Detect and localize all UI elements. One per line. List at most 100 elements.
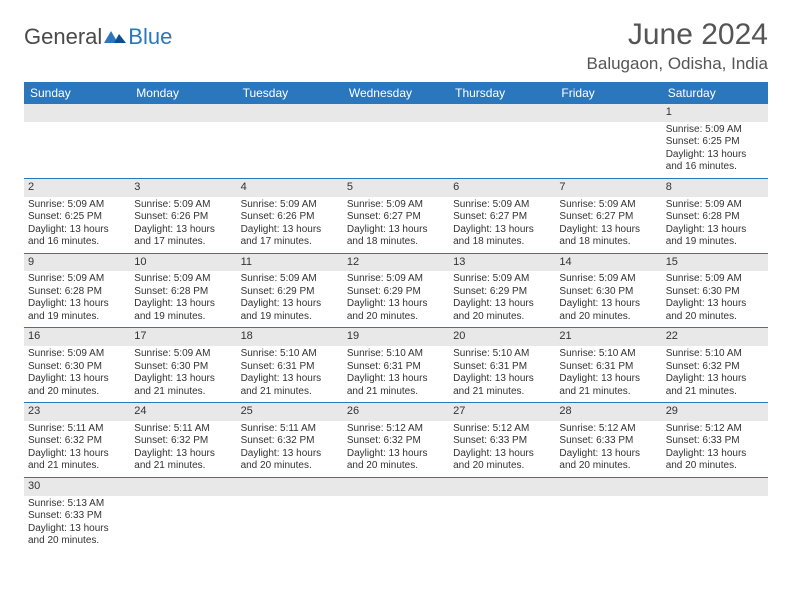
day-number-blank	[449, 478, 555, 496]
day-details: Sunrise: 5:09 AMSunset: 6:30 PMDaylight:…	[555, 271, 661, 327]
daylight-text: and 21 minutes.	[559, 386, 657, 399]
daylight-text: Daylight: 13 hours	[666, 373, 764, 386]
daylight-text: and 19 minutes.	[241, 311, 339, 324]
calendar-week-row: 1Sunrise: 5:09 AMSunset: 6:25 PMDaylight…	[24, 104, 768, 178]
calendar-day-cell: 24Sunrise: 5:11 AMSunset: 6:32 PMDayligh…	[130, 403, 236, 478]
day-number: 6	[449, 179, 555, 197]
calendar-day-cell	[24, 104, 130, 178]
day-number: 30	[24, 478, 130, 496]
daylight-text: and 20 minutes.	[241, 460, 339, 473]
day-details: Sunrise: 5:12 AMSunset: 6:32 PMDaylight:…	[343, 421, 449, 477]
day-number-blank	[237, 104, 343, 122]
day-details: Sunrise: 5:09 AMSunset: 6:27 PMDaylight:…	[449, 197, 555, 253]
daylight-text: and 20 minutes.	[28, 386, 126, 399]
calendar-day-cell: 26Sunrise: 5:12 AMSunset: 6:32 PMDayligh…	[343, 403, 449, 478]
flag-icon	[104, 29, 126, 45]
day-details: Sunrise: 5:09 AMSunset: 6:27 PMDaylight:…	[555, 197, 661, 253]
sunset-text: Sunset: 6:25 PM	[666, 136, 764, 149]
sunset-text: Sunset: 6:32 PM	[666, 361, 764, 374]
day-details: Sunrise: 5:09 AMSunset: 6:27 PMDaylight:…	[343, 197, 449, 253]
day-number: 25	[237, 403, 343, 421]
day-number-blank	[237, 478, 343, 496]
sunset-text: Sunset: 6:30 PM	[666, 286, 764, 299]
sunrise-text: Sunrise: 5:12 AM	[666, 423, 764, 436]
day-number: 22	[662, 328, 768, 346]
calendar-day-cell: 6Sunrise: 5:09 AMSunset: 6:27 PMDaylight…	[449, 178, 555, 253]
sunrise-text: Sunrise: 5:10 AM	[241, 348, 339, 361]
calendar-day-cell	[237, 477, 343, 551]
sunrise-text: Sunrise: 5:13 AM	[28, 498, 126, 511]
daylight-text: Daylight: 13 hours	[559, 224, 657, 237]
day-details: Sunrise: 5:09 AMSunset: 6:29 PMDaylight:…	[237, 271, 343, 327]
day-number: 21	[555, 328, 661, 346]
sunrise-text: Sunrise: 5:09 AM	[241, 273, 339, 286]
sunset-text: Sunset: 6:29 PM	[347, 286, 445, 299]
sunset-text: Sunset: 6:32 PM	[347, 435, 445, 448]
sunrise-text: Sunrise: 5:09 AM	[559, 199, 657, 212]
daylight-text: and 18 minutes.	[347, 236, 445, 249]
day-details: Sunrise: 5:09 AMSunset: 6:26 PMDaylight:…	[130, 197, 236, 253]
daylight-text: and 20 minutes.	[666, 311, 764, 324]
sunset-text: Sunset: 6:26 PM	[134, 211, 232, 224]
calendar-day-cell: 4Sunrise: 5:09 AMSunset: 6:26 PMDaylight…	[237, 178, 343, 253]
calendar-day-cell: 9Sunrise: 5:09 AMSunset: 6:28 PMDaylight…	[24, 253, 130, 328]
sunset-text: Sunset: 6:26 PM	[241, 211, 339, 224]
day-details: Sunrise: 5:10 AMSunset: 6:32 PMDaylight:…	[662, 346, 768, 402]
sunset-text: Sunset: 6:32 PM	[28, 435, 126, 448]
day-number: 14	[555, 254, 661, 272]
sunset-text: Sunset: 6:27 PM	[559, 211, 657, 224]
calendar-day-cell: 10Sunrise: 5:09 AMSunset: 6:28 PMDayligh…	[130, 253, 236, 328]
day-details: Sunrise: 5:10 AMSunset: 6:31 PMDaylight:…	[343, 346, 449, 402]
calendar-day-cell	[449, 104, 555, 178]
calendar-day-cell	[449, 477, 555, 551]
weekday-header: Sunday	[24, 82, 130, 104]
daylight-text: Daylight: 13 hours	[134, 298, 232, 311]
day-number: 27	[449, 403, 555, 421]
calendar-day-cell: 11Sunrise: 5:09 AMSunset: 6:29 PMDayligh…	[237, 253, 343, 328]
day-details: Sunrise: 5:11 AMSunset: 6:32 PMDaylight:…	[24, 421, 130, 477]
daylight-text: Daylight: 13 hours	[28, 523, 126, 536]
calendar-day-cell: 27Sunrise: 5:12 AMSunset: 6:33 PMDayligh…	[449, 403, 555, 478]
sunrise-text: Sunrise: 5:12 AM	[453, 423, 551, 436]
day-details: Sunrise: 5:12 AMSunset: 6:33 PMDaylight:…	[662, 421, 768, 477]
calendar-day-cell: 20Sunrise: 5:10 AMSunset: 6:31 PMDayligh…	[449, 328, 555, 403]
sunset-text: Sunset: 6:31 PM	[347, 361, 445, 374]
day-number-blank	[343, 478, 449, 496]
sunset-text: Sunset: 6:30 PM	[559, 286, 657, 299]
day-number: 18	[237, 328, 343, 346]
daylight-text: and 20 minutes.	[453, 311, 551, 324]
calendar-day-cell: 25Sunrise: 5:11 AMSunset: 6:32 PMDayligh…	[237, 403, 343, 478]
day-details: Sunrise: 5:09 AMSunset: 6:28 PMDaylight:…	[662, 197, 768, 253]
sunrise-text: Sunrise: 5:10 AM	[347, 348, 445, 361]
day-number-blank	[449, 104, 555, 122]
day-number: 20	[449, 328, 555, 346]
sunrise-text: Sunrise: 5:09 AM	[347, 199, 445, 212]
day-number: 16	[24, 328, 130, 346]
day-number: 8	[662, 179, 768, 197]
daylight-text: Daylight: 13 hours	[241, 448, 339, 461]
day-number: 1	[662, 104, 768, 122]
logo: General Blue	[24, 18, 172, 50]
daylight-text: and 20 minutes.	[559, 460, 657, 473]
sunset-text: Sunset: 6:30 PM	[28, 361, 126, 374]
day-number-blank	[555, 104, 661, 122]
daylight-text: and 20 minutes.	[28, 535, 126, 548]
sunset-text: Sunset: 6:31 PM	[559, 361, 657, 374]
calendar-day-cell: 17Sunrise: 5:09 AMSunset: 6:30 PMDayligh…	[130, 328, 236, 403]
daylight-text: and 20 minutes.	[666, 460, 764, 473]
sunset-text: Sunset: 6:30 PM	[134, 361, 232, 374]
sunset-text: Sunset: 6:31 PM	[241, 361, 339, 374]
sunset-text: Sunset: 6:27 PM	[347, 211, 445, 224]
day-number-blank	[343, 104, 449, 122]
daylight-text: and 20 minutes.	[453, 460, 551, 473]
day-details: Sunrise: 5:10 AMSunset: 6:31 PMDaylight:…	[237, 346, 343, 402]
weekday-header: Tuesday	[237, 82, 343, 104]
daylight-text: and 16 minutes.	[666, 161, 764, 174]
day-details: Sunrise: 5:11 AMSunset: 6:32 PMDaylight:…	[130, 421, 236, 477]
sunrise-text: Sunrise: 5:10 AM	[666, 348, 764, 361]
daylight-text: Daylight: 13 hours	[28, 448, 126, 461]
daylight-text: and 21 minutes.	[453, 386, 551, 399]
day-details: Sunrise: 5:09 AMSunset: 6:30 PMDaylight:…	[24, 346, 130, 402]
sunrise-text: Sunrise: 5:10 AM	[559, 348, 657, 361]
daylight-text: Daylight: 13 hours	[241, 224, 339, 237]
